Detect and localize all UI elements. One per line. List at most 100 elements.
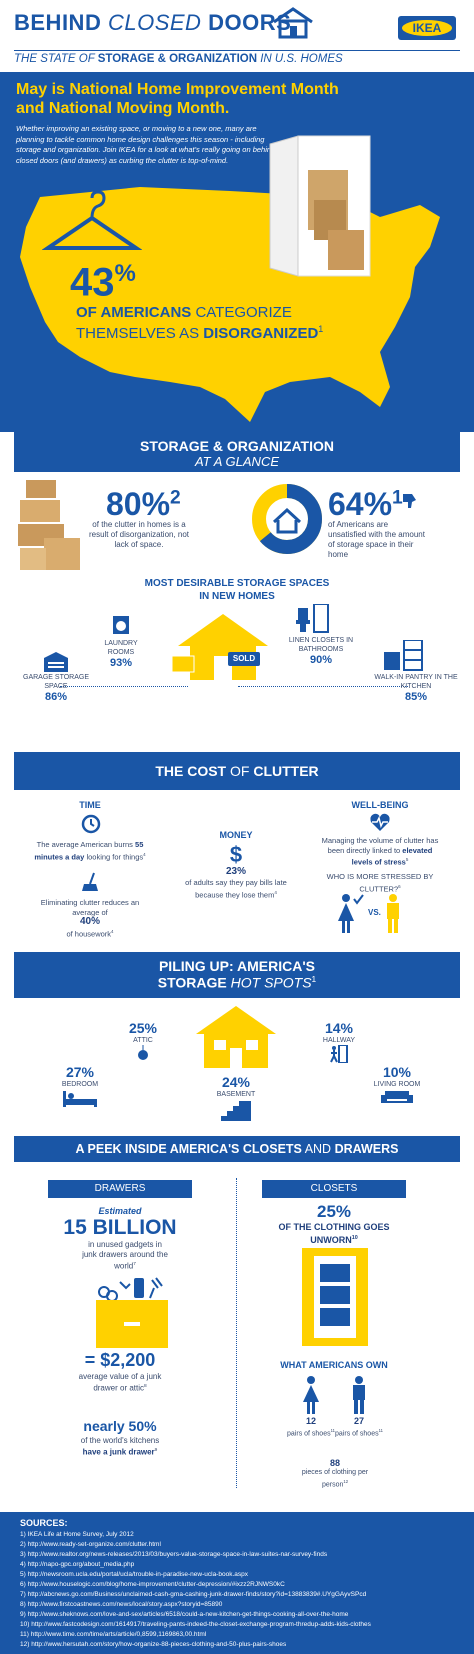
- cost-title: THE COST OF CLUTTER: [14, 763, 460, 779]
- linen-value: 90%: [309, 654, 333, 666]
- peek-title-b: AND: [304, 1142, 332, 1156]
- time-ref: 4: [143, 851, 146, 857]
- female-shoes-ref: 11: [330, 1428, 335, 1433]
- hotspots-title-1: PILING UP: AMERICA'S: [158, 958, 316, 974]
- source-item: 7) http://abcnews.go.com/Business/unclai…: [20, 1591, 367, 1598]
- hotspot-basement: 24% BASEMENT: [199, 1074, 273, 1126]
- vs-label: VS.: [368, 908, 381, 917]
- right-stat-ref: 1: [392, 487, 403, 509]
- source-item: 2) http://www.ready-set-organize.com/clu…: [20, 1541, 161, 1548]
- money-text-body: of adults say they pay bills late becaus…: [185, 878, 287, 899]
- hotspots-title-2: STORAGE HOT SPOTS1: [14, 974, 460, 991]
- right-stat-value: 64%: [328, 486, 393, 522]
- cost-title-b: OF: [230, 763, 250, 779]
- own-title: WHAT AMERICANS OWN: [280, 1360, 388, 1370]
- closets-tab: CLOSETS: [262, 1180, 406, 1198]
- stat-43-value: 43: [70, 260, 115, 305]
- stressed-text-body: WHO IS MORE STRESSED BY CLUTTER?: [326, 872, 434, 893]
- stat-43-line1a: OF AMERICANS: [76, 304, 192, 321]
- value-2200: = $2,200: [84, 1350, 156, 1370]
- pantry-icon: [384, 640, 423, 671]
- heart-monitor-icon: [370, 813, 390, 831]
- hotspots-title-2b: HOT SPOTS: [230, 974, 312, 991]
- time-text: The average American burns 55 minutes a …: [30, 840, 150, 862]
- male-shoes-ref: 11: [378, 1428, 383, 1433]
- wellbeing-text-b: elevated levels of stress: [351, 845, 433, 867]
- junk-drawer-icon: [96, 1300, 168, 1348]
- hallway-value: 14%: [324, 1020, 354, 1036]
- stat-43-line1b: CATEGORIZE: [195, 304, 292, 321]
- source-item: 1) IKEA Life at Home Survey, July 2012: [20, 1531, 134, 1538]
- source-item: 11) http://www.time.com/time/arts/articl…: [20, 1631, 207, 1638]
- wellbeing-text-a: Managing the volume of clutter has been …: [321, 836, 439, 855]
- source-item: 5) http://newsroom.ucla.edu/portal/ucla/…: [20, 1571, 248, 1578]
- living-room-value: 10%: [382, 1064, 412, 1080]
- stat-43-ref: 1: [318, 324, 324, 334]
- house-logo-icon: [273, 7, 313, 39]
- alarm-clock-icon: [81, 814, 101, 834]
- broom-icon: [82, 872, 98, 891]
- drawers-tab: DRAWERS: [48, 1180, 192, 1198]
- left-stat-ref: 2: [170, 487, 181, 509]
- female-shoes-text: pairs of shoes: [287, 1430, 331, 1438]
- money-ref: 4: [274, 889, 277, 895]
- hotspot-hallway: 14% HALLWAY: [314, 1020, 364, 1068]
- garage-icon: [44, 652, 68, 672]
- wellbeing-ref: 5: [405, 857, 409, 862]
- unworn-text-body: OF THE CLOTHING GOES UNWORN: [278, 1222, 390, 1245]
- time-label: TIME: [79, 800, 101, 810]
- man-icon: [387, 894, 399, 933]
- peek-title-a: A PEEK INSIDE AMERICA'S CLOSETS: [75, 1142, 302, 1156]
- time-text-b: 55 minutes a day: [34, 840, 144, 861]
- value-text-body: average value of a junk drawer or attic: [78, 1372, 162, 1393]
- female-shoes-value: 12: [305, 1416, 316, 1426]
- billion-value: 15 BILLION: [63, 1216, 177, 1239]
- hotspot-house-icon: [196, 1006, 276, 1068]
- hotspots-banner: PILING UP: AMERICA'S STORAGE HOT SPOTS1: [14, 952, 460, 998]
- unworn-ref: 10: [351, 1235, 358, 1241]
- male-shoes-value: 27: [353, 1416, 364, 1426]
- cost-title-a: THE COST: [155, 763, 227, 779]
- female-shoes: 12 pairs of shoes11: [286, 1416, 336, 1438]
- source-item: 12) http://www.hersutah.com/story/how-or…: [20, 1641, 287, 1648]
- pantry-label: WALK-IN PANTRY IN THE KITCHEN: [374, 674, 458, 690]
- nearly-text-b: have a junk drawer: [82, 1447, 155, 1457]
- sofa-icon: [381, 1091, 413, 1103]
- laundry-value: 93%: [109, 657, 133, 669]
- title-behind: BEHIND: [14, 10, 102, 35]
- stressed-ref: 6: [398, 883, 401, 889]
- glance-title: STORAGE & ORGANIZATION: [140, 438, 334, 454]
- unworn-text: OF THE CLOTHING GOES UNWORN10: [274, 1222, 394, 1246]
- washing-machine-icon: [113, 616, 129, 634]
- glance-right-text: of Americans are unsatisfied with the am…: [328, 520, 425, 559]
- woman-icon: [338, 894, 364, 933]
- male-shoes-text: pairs of shoes: [335, 1430, 379, 1438]
- female-icon: [303, 1376, 319, 1414]
- unworn-value: 25%: [316, 1202, 352, 1221]
- stressed-text: WHO IS MORE STRESSED BY CLUTTER?6: [320, 872, 440, 894]
- donut-chart: [252, 484, 322, 554]
- intro-section: May is National Home Improvement Month a…: [0, 72, 474, 432]
- title-doors: DOORS: [208, 10, 292, 35]
- house-sold-icon: [171, 614, 268, 680]
- stat-43-pct: %: [114, 260, 136, 287]
- glance-left-stat: 80%2: [106, 486, 181, 523]
- subtitle-b: STORAGE & ORGANIZATION: [97, 53, 258, 65]
- linen-closet-icon: [296, 604, 329, 633]
- source-item: 6) http://www.houselogic.com/blog/home-i…: [20, 1581, 285, 1588]
- eliminate-value: 40%: [79, 916, 100, 927]
- wellbeing-label: WELL-BEING: [351, 800, 409, 810]
- intro-headline: May is National Home Improvement Month a…: [16, 81, 339, 117]
- glance-subtitle: AT A GLANCE: [194, 454, 280, 469]
- laundry-label: LAUNDRY ROOMS: [104, 640, 138, 656]
- left-stat-value: 80%: [106, 486, 171, 522]
- linen-label: LINEN CLOSETS IN BATHROOMS: [288, 637, 354, 653]
- stat-43-line2b: DISORGANIZED: [203, 325, 319, 342]
- header-title: BEHIND CLOSED DOORS: [14, 10, 291, 36]
- bedroom-value: 27%: [65, 1064, 95, 1080]
- cost-title-c: CLUTTER: [253, 763, 319, 779]
- peek-banner: A PEEK INSIDE AMERICA'S CLOSETS AND DRAW…: [14, 1136, 460, 1162]
- thumbs-down-icon: [403, 494, 416, 508]
- cost-banner: THE COST OF CLUTTER: [14, 752, 460, 790]
- clothing-value: 88: [329, 1458, 340, 1468]
